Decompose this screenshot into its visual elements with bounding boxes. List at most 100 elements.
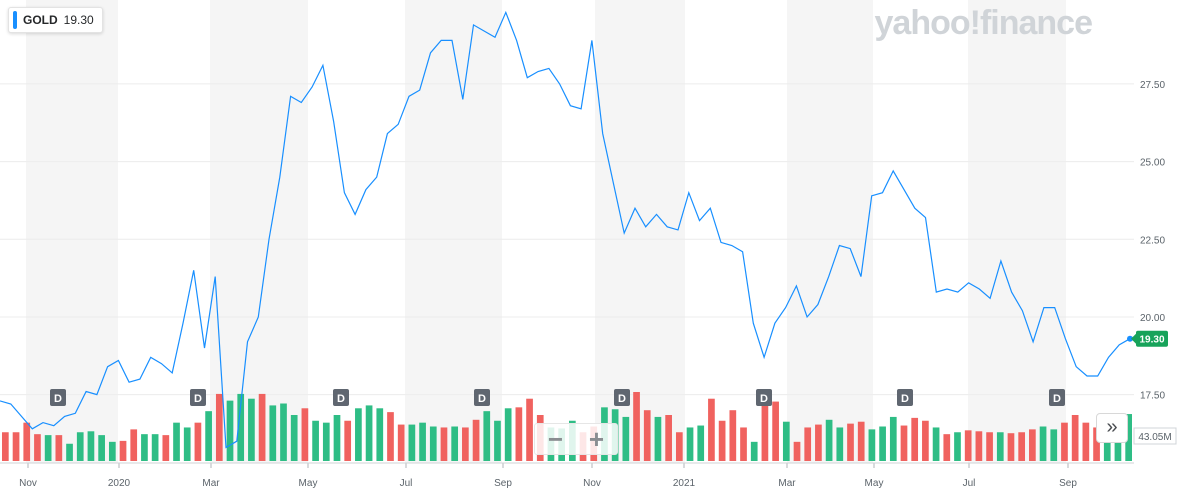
dividend-marker[interactable] xyxy=(474,389,490,406)
volume-bar xyxy=(451,426,459,461)
volume-bar xyxy=(718,420,726,461)
x-tick-label: 2021 xyxy=(673,478,696,489)
volume-bar xyxy=(922,420,929,461)
volume-bar xyxy=(654,416,662,461)
dividend-marker-label: D xyxy=(54,393,62,405)
volume-bar xyxy=(258,393,266,461)
volume-bar xyxy=(1050,429,1058,461)
dividend-marker[interactable] xyxy=(190,389,206,406)
volume-bar xyxy=(44,435,52,461)
volume-bar xyxy=(515,407,523,461)
dividend-marker[interactable] xyxy=(50,389,66,406)
x-tick-label: Nov xyxy=(19,478,37,489)
volume-bar xyxy=(526,398,533,461)
volume-bar xyxy=(355,408,362,461)
volume-bar xyxy=(1093,427,1100,461)
ticker-legend[interactable]: GOLD 19.30 xyxy=(8,7,103,33)
volume-bar xyxy=(141,434,148,461)
volume-bar xyxy=(162,435,170,461)
volume-bar xyxy=(675,432,683,461)
volume-bar xyxy=(1007,433,1015,461)
volume-bar xyxy=(301,408,309,461)
dividend-marker[interactable] xyxy=(1049,389,1065,406)
volume-bar xyxy=(815,424,822,461)
volume-bar xyxy=(2,432,9,461)
volume-bar xyxy=(173,422,180,461)
volume-bar xyxy=(215,393,223,461)
dividend-marker-label: D xyxy=(337,393,345,405)
volume-bar xyxy=(761,401,769,461)
volume-bar xyxy=(740,427,747,461)
dividend-marker[interactable] xyxy=(614,389,630,406)
price-line[interactable] xyxy=(0,10,1131,449)
volume-bar xyxy=(429,426,437,461)
zoom-in-button[interactable]: + xyxy=(588,424,605,454)
volume-bar xyxy=(322,422,330,461)
last-price-badge xyxy=(1136,330,1168,347)
dividend-marker-label: D xyxy=(760,393,768,405)
volume-bar xyxy=(633,392,640,461)
yahoo-finance-logo: yahoo!finance xyxy=(874,4,1093,42)
volume-bar xyxy=(344,420,352,461)
last-price-point xyxy=(1127,335,1133,342)
expand-chart-button[interactable]: » xyxy=(1096,413,1128,443)
dividend-marker-label: D xyxy=(618,393,626,405)
dividend-marker-label: D xyxy=(478,393,486,405)
volume-bar xyxy=(504,408,512,461)
dividend-marker-label: D xyxy=(194,393,202,405)
volume-bar xyxy=(440,427,448,461)
volume-bar xyxy=(87,431,95,461)
volume-bar xyxy=(205,411,212,461)
volume-bar xyxy=(387,412,394,461)
volume-bar xyxy=(494,420,501,461)
y-tick-label: 27.50 xyxy=(1140,80,1165,91)
volume-label-box xyxy=(1133,427,1177,445)
volume-bar xyxy=(836,427,844,461)
volume-bar xyxy=(365,405,373,461)
month-band xyxy=(595,0,685,463)
month-band xyxy=(26,0,118,463)
x-tick-label: 2020 xyxy=(108,478,131,489)
volume-bar xyxy=(750,441,758,461)
x-tick-label: Sep xyxy=(1059,478,1077,489)
volume-label: 43.05M xyxy=(1138,432,1171,443)
volume-bar xyxy=(23,422,31,461)
dividend-marker[interactable] xyxy=(897,389,913,406)
month-band xyxy=(787,0,873,463)
x-tick-label: Nov xyxy=(583,478,601,489)
zoom-out-button[interactable]: − xyxy=(547,424,564,454)
volume-bar xyxy=(665,415,672,461)
volume-bar xyxy=(911,417,919,461)
ticker-symbol: GOLD xyxy=(23,13,58,27)
dividend-marker-label: D xyxy=(1053,393,1061,405)
last-price-label: 19.30 xyxy=(1139,335,1164,346)
volume-bar xyxy=(1018,432,1026,461)
series-color-swatch xyxy=(13,11,17,29)
volume-bar xyxy=(1082,422,1090,461)
volume-bar xyxy=(55,435,63,461)
volume-bar xyxy=(964,430,972,461)
volume-bar xyxy=(643,410,651,461)
dividend-marker[interactable] xyxy=(333,389,349,406)
zoom-control[interactable]: − + xyxy=(534,423,618,455)
volume-bar xyxy=(237,393,245,461)
volume-bar xyxy=(857,421,865,461)
volume-bar xyxy=(889,416,897,461)
last-price-pointer xyxy=(1131,333,1136,344)
x-tick-label: Mar xyxy=(778,478,796,489)
volume-bar xyxy=(397,424,405,461)
volume-bar xyxy=(954,432,961,461)
volume-bar xyxy=(119,440,127,461)
dividend-marker-label: D xyxy=(901,393,909,405)
y-tick-label: 17.50 xyxy=(1140,391,1165,402)
volume-bar xyxy=(1125,414,1132,461)
dividend-marker[interactable] xyxy=(756,389,772,406)
volume-bar xyxy=(290,415,298,461)
volume-bar xyxy=(483,411,491,461)
volume-bar xyxy=(900,425,908,461)
volume-bar xyxy=(932,427,940,461)
volume-bar xyxy=(697,425,705,461)
volume-bar xyxy=(986,432,993,461)
